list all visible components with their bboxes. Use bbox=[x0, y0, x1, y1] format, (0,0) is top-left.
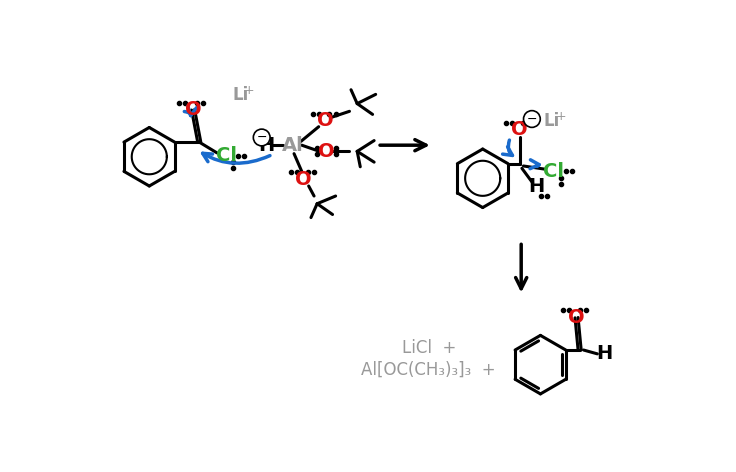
Text: Li: Li bbox=[232, 86, 248, 104]
Text: +: + bbox=[556, 110, 567, 123]
Text: O: O bbox=[295, 169, 311, 189]
Text: −: − bbox=[527, 112, 537, 126]
Text: H: H bbox=[528, 177, 545, 196]
Text: O: O bbox=[185, 100, 202, 119]
Text: Cl: Cl bbox=[216, 146, 237, 166]
Text: H: H bbox=[596, 345, 612, 363]
Text: LiCl  +: LiCl + bbox=[402, 339, 456, 357]
Text: O: O bbox=[568, 308, 585, 327]
Text: Cl: Cl bbox=[543, 162, 564, 181]
Text: Li: Li bbox=[544, 111, 560, 129]
Text: O: O bbox=[318, 142, 335, 161]
Text: +: + bbox=[244, 84, 255, 97]
Text: O: O bbox=[512, 120, 528, 139]
Text: Al: Al bbox=[282, 135, 303, 155]
Text: −: − bbox=[256, 131, 267, 144]
Text: Al[OC(CH₃)₃]₃  +: Al[OC(CH₃)₃]₃ + bbox=[361, 360, 496, 378]
Text: H: H bbox=[258, 135, 275, 155]
Text: O: O bbox=[316, 111, 333, 130]
